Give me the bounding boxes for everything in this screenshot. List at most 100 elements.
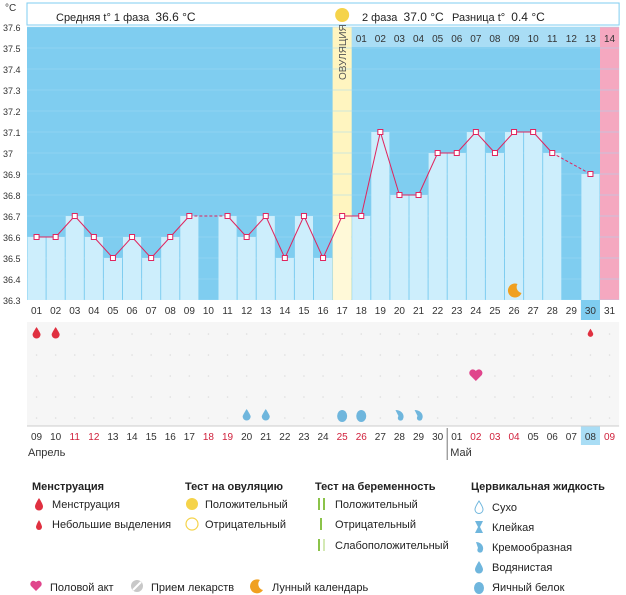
- temperature-line-segment: [74, 215, 95, 238]
- cycle-day-label: 07: [146, 306, 158, 317]
- y-tick-label: 36.4: [3, 275, 21, 285]
- legend-pregnancy-test-title: Тест на беременность: [315, 481, 436, 493]
- cycle-day-label: 06: [126, 306, 138, 317]
- diff-label: Разница t°: [452, 12, 506, 24]
- events-grid-dot: [608, 354, 611, 356]
- events-grid-dot: [417, 375, 420, 377]
- cycle-day-label: 25: [489, 306, 501, 317]
- events-grid-dot: [169, 417, 172, 419]
- temperature-bar: [581, 174, 600, 300]
- calendar-date-label: 15: [146, 432, 158, 443]
- events-grid-dot: [551, 354, 554, 356]
- events-grid-dot: [169, 333, 172, 335]
- events-grid-dot: [245, 396, 248, 398]
- y-tick-label: 37.1: [3, 128, 21, 138]
- temperature-point: [396, 192, 403, 198]
- events-grid-dot: [303, 354, 305, 356]
- events-grid-dot: [131, 396, 133, 398]
- events-grid-dot: [589, 354, 592, 356]
- event-creamy-icon: [414, 410, 423, 421]
- events-grid-dot: [417, 333, 420, 335]
- temperature-point: [148, 255, 155, 261]
- events-grid-dot: [207, 333, 210, 335]
- cycle-day-label: 21: [413, 306, 425, 317]
- temperature-bar: [218, 216, 237, 300]
- events-grid-dot: [551, 333, 554, 335]
- temperature-line-segment: [112, 236, 133, 259]
- cycle-day-label: 31: [604, 306, 616, 317]
- events-grid-dot: [35, 375, 38, 377]
- events-grid-dot: [475, 417, 477, 419]
- legend-medication: Прием лекарств: [151, 582, 235, 594]
- temperature-line-segment: [284, 215, 305, 259]
- ovulation-bar: [333, 216, 352, 300]
- events-grid-dot: [303, 396, 305, 398]
- phase1-label: Средняя t° 1 фаза: [56, 12, 150, 24]
- event-eggwhite-icon: [356, 410, 367, 422]
- calendar-date-label: 24: [317, 432, 329, 443]
- temperature-point: [358, 213, 365, 219]
- events-grid-dot: [455, 396, 458, 398]
- temperature-bar: [543, 153, 562, 300]
- events-grid-dot: [589, 396, 592, 398]
- temperature-bar: [161, 237, 180, 300]
- events-grid-dot: [54, 375, 57, 377]
- cervical-watery-icon: [475, 561, 483, 574]
- luteal-day-label: 06: [451, 34, 463, 45]
- events-grid-dot: [436, 354, 439, 356]
- temperature-point: [320, 255, 327, 261]
- events-area: [27, 322, 620, 426]
- events-grid-dot: [245, 375, 248, 377]
- events-grid-dot: [608, 333, 611, 335]
- events-grid-dot: [226, 375, 229, 377]
- events-grid-dot: [73, 396, 76, 398]
- events-grid-dot: [150, 375, 152, 377]
- temperature-point: [434, 150, 441, 156]
- temperature-bar: [466, 132, 485, 300]
- temperature-point: [530, 129, 537, 135]
- events-grid-dot: [207, 417, 210, 419]
- events-grid-dot: [494, 333, 496, 335]
- temperature-point: [281, 255, 288, 261]
- events-grid-dot: [551, 417, 554, 419]
- temperature-point: [300, 213, 307, 219]
- legend-lunar: Лунный календарь: [272, 582, 369, 594]
- temperature-bar: [237, 237, 256, 300]
- events-grid-dot: [207, 354, 210, 356]
- events-grid-dot: [226, 396, 229, 398]
- events-grid-dot: [35, 417, 38, 419]
- temperature-bar: [505, 132, 524, 300]
- temperature-bar: [65, 216, 84, 300]
- calendar-date-label: 13: [107, 432, 119, 443]
- temperature-point: [224, 213, 231, 219]
- cycle-day-label: 26: [508, 306, 520, 317]
- legend-cervical-dry: Сухо: [492, 502, 517, 514]
- calendar-date-label: 14: [126, 432, 138, 443]
- events-grid-dot: [73, 417, 76, 419]
- events-grid-dot: [322, 417, 324, 419]
- y-tick-label: 36.8: [3, 191, 21, 201]
- legend-cervical-sticky: Клейкая: [492, 522, 535, 534]
- events-grid-dot: [475, 354, 477, 356]
- cervical-dry-icon: [474, 500, 484, 514]
- temperature-line-segment: [322, 215, 343, 259]
- events-grid-dot: [398, 354, 401, 356]
- pill-icon: [131, 580, 143, 592]
- luteal-day-label: 12: [566, 34, 578, 45]
- events-grid-dot: [226, 354, 229, 356]
- events-grid-dot: [264, 396, 267, 398]
- events-grid-dot: [570, 333, 573, 335]
- y-tick-label: 37.2: [3, 107, 21, 117]
- luteal-day-label: 08: [489, 34, 501, 45]
- events-grid-dot: [112, 417, 114, 419]
- temperature-bar: [524, 132, 543, 300]
- events-grid-dot: [608, 396, 611, 398]
- legend-intercourse: Половой акт: [50, 582, 114, 594]
- legend-ovulation-test-title: Тест на овуляцию: [185, 481, 284, 493]
- calendar-date-label: 18: [203, 432, 215, 443]
- events-grid-dot: [494, 375, 496, 377]
- y-tick-label: 36.5: [3, 254, 21, 264]
- heart-icon: [30, 580, 42, 591]
- luteal-day-label: 10: [528, 34, 540, 45]
- events-grid-dot: [341, 354, 343, 356]
